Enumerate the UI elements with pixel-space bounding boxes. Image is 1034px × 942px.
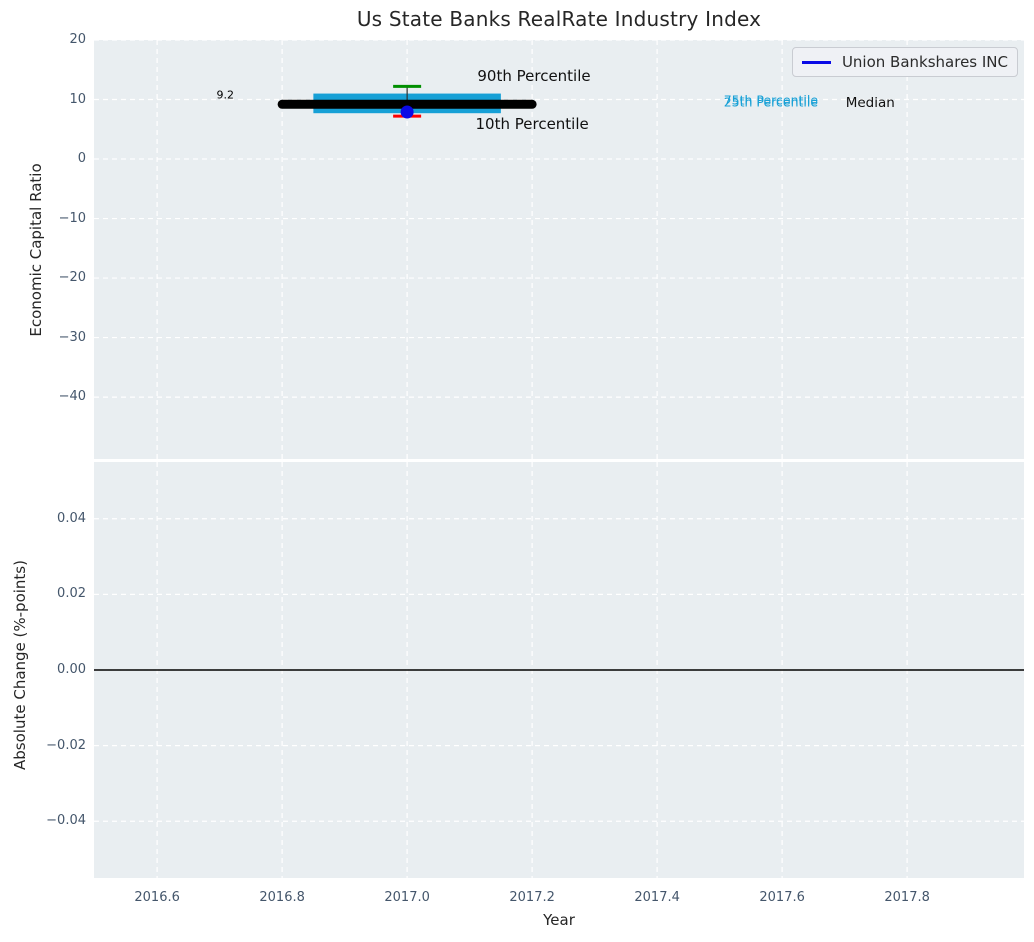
chart-title: Us State Banks RealRate Industry Index bbox=[356, 7, 762, 31]
annotation-median: Median bbox=[845, 94, 895, 111]
y-tick-label: 20 bbox=[69, 32, 86, 47]
legend: Union Bankshares INC bbox=[792, 47, 1018, 77]
y-axis-label-top: Economic Capital Ratio bbox=[27, 163, 45, 337]
annotation-9-2: 9.2 bbox=[216, 88, 235, 102]
legend-label: Union Bankshares INC bbox=[841, 53, 1008, 71]
y-tick-label: −10 bbox=[58, 210, 86, 226]
y-tick-label: −0.02 bbox=[46, 737, 86, 753]
annotation-25th-percentile: 25th Percentile bbox=[723, 94, 819, 110]
x-tick-label: 2016.6 bbox=[134, 890, 180, 905]
y-tick-label: −40 bbox=[58, 389, 86, 405]
y-tick-label: 0.00 bbox=[57, 662, 86, 677]
x-tick-label: 2016.8 bbox=[259, 890, 305, 905]
legend-line-swatch bbox=[802, 60, 831, 64]
x-tick-label: 2017.0 bbox=[384, 890, 430, 905]
company-data-point bbox=[400, 105, 414, 119]
annotation-10th-percentile: 10th Percentile bbox=[475, 115, 589, 134]
y-tick-label: −30 bbox=[58, 329, 86, 345]
annotation-90th-percentile: 90th Percentile bbox=[477, 67, 591, 86]
x-tick-label: 2017.8 bbox=[884, 890, 930, 905]
y-tick-label: 0 bbox=[77, 151, 86, 167]
y-tick-label: −0.04 bbox=[46, 813, 86, 829]
plot-area-0 bbox=[94, 40, 1024, 459]
y-tick-label: 0.02 bbox=[57, 586, 86, 602]
y-tick-label: −20 bbox=[58, 270, 86, 286]
annotation-75th-percentile: 75th Percentile bbox=[723, 92, 819, 108]
y-tick-label: 10 bbox=[69, 91, 86, 107]
x-tick-label: 2017.4 bbox=[634, 890, 680, 905]
x-tick-label: 2017.2 bbox=[509, 890, 555, 905]
x-tick-label: 2017.6 bbox=[759, 890, 805, 905]
x-axis-label: Year bbox=[543, 911, 575, 929]
y-tick-label: 0.04 bbox=[57, 510, 86, 526]
